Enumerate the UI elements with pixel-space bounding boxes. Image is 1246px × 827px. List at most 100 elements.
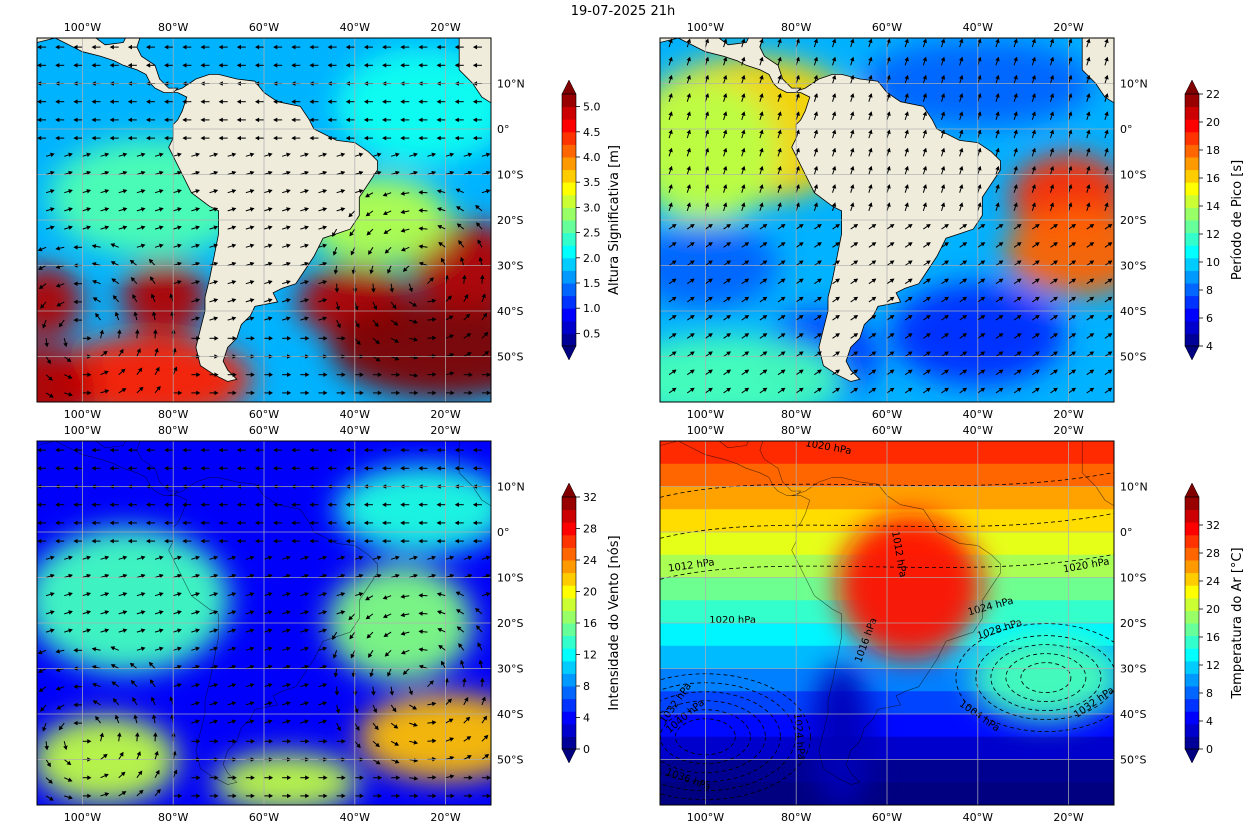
- colorbar-tick-label: 14: [1206, 200, 1220, 213]
- vector-arrowhead: [400, 228, 406, 233]
- vector-arrowhead: [375, 357, 381, 362]
- vector-arrowhead: [254, 502, 260, 507]
- vector-arrowhead: [483, 331, 489, 337]
- vector-arrowhead: [159, 573, 164, 579]
- vector-arrowhead: [182, 502, 187, 507]
- vector-arrowhead: [172, 347, 177, 353]
- vector-arrowhead: [704, 111, 710, 116]
- vector-arrowhead: [813, 38, 819, 44]
- vector-arrowhead: [904, 165, 909, 171]
- vector-arrowhead: [236, 520, 241, 526]
- colorbar-tick-label: 5.0: [583, 101, 601, 114]
- vector-arrowhead: [484, 351, 490, 356]
- vector-arrowhead: [922, 38, 927, 44]
- vector-arrowhead: [322, 207, 328, 212]
- vector-arrowhead: [327, 502, 332, 507]
- vector-arrowhead: [122, 207, 128, 212]
- lat-tick-label: 10°S: [1120, 169, 1146, 182]
- colorbar-extend-min: [1184, 345, 1200, 361]
- vector-arrowhead: [759, 165, 764, 171]
- vector-arrowhead: [413, 573, 418, 579]
- vector-arrowhead: [889, 351, 895, 356]
- colorbar-label: Período de Pico [s]: [1230, 160, 1245, 280]
- vector-arrowhead: [1067, 56, 1073, 62]
- vector-arrowhead: [236, 502, 241, 507]
- vector-arrowhead: [365, 614, 371, 620]
- vector-arrowhead: [780, 260, 786, 265]
- vector-arrowhead: [268, 775, 274, 780]
- vector-arrowhead: [67, 777, 73, 782]
- vector-arrowhead: [268, 793, 274, 799]
- vector-arrowhead: [322, 573, 328, 579]
- vector-arrowhead: [335, 709, 341, 714]
- vector-arrowhead: [236, 447, 241, 453]
- vector-arrowhead: [432, 738, 437, 744]
- vector-arrowhead: [164, 538, 169, 544]
- vector-arrowhead: [413, 722, 418, 727]
- vector-arrowhead: [454, 44, 459, 50]
- vector-arrowhead: [37, 44, 42, 50]
- vector-arrowhead: [354, 305, 359, 311]
- vector-arrowhead: [998, 314, 1004, 320]
- lat-tick-label: 0°: [497, 526, 510, 539]
- vector-arrowhead: [940, 129, 946, 135]
- vector-arrowhead: [998, 333, 1004, 338]
- vector-arrowhead: [817, 260, 822, 265]
- vector-arrowhead: [322, 280, 328, 285]
- vector-arrowhead: [91, 44, 96, 50]
- vector-arrowhead: [456, 206, 461, 211]
- colorbar-segment: [562, 686, 576, 700]
- vector-arrowhead: [254, 135, 260, 141]
- vector-arrowhead: [73, 99, 78, 104]
- vector-arrowhead: [377, 372, 383, 377]
- colorbar-segment: [1185, 509, 1199, 523]
- lat-tick-label: 30°S: [1120, 260, 1146, 273]
- vector-arrowhead: [345, 117, 350, 123]
- vector-arrowhead: [998, 351, 1004, 356]
- vector-arrowhead: [835, 242, 840, 247]
- vector-arrowhead: [291, 447, 296, 453]
- colorbar-frame: [1184, 93, 1200, 347]
- vector-arrowhead: [467, 170, 473, 176]
- vector-arrowhead: [418, 647, 423, 652]
- lon-tick-label-top: 40°W: [340, 424, 370, 437]
- vector-arrowhead: [127, 520, 133, 526]
- vector-arrowhead: [322, 719, 328, 724]
- vector-arrowhead: [394, 759, 400, 764]
- vector-arrowhead: [363, 135, 369, 141]
- vector-arrowhead: [817, 242, 822, 247]
- colorbar-tick-label: 28: [1206, 547, 1220, 560]
- vector-arrowhead: [431, 170, 437, 176]
- vector-arrowhead: [431, 573, 437, 579]
- vector-arrowhead: [153, 329, 158, 334]
- vector-arrowhead: [394, 338, 400, 343]
- vector-arrowhead: [267, 646, 273, 652]
- vector-arrowhead: [998, 223, 1004, 229]
- vector-arrowhead: [382, 466, 387, 471]
- vector-arrowhead: [436, 520, 441, 526]
- vector-arrowhead: [886, 147, 891, 153]
- vector-arrowhead: [145, 99, 151, 104]
- vector-arrowhead: [940, 202, 946, 207]
- vector-arrowhead: [413, 373, 419, 378]
- vector-arrowhead: [375, 339, 380, 345]
- colorbar-segment: [1185, 157, 1199, 171]
- colorbar-segment: [1185, 698, 1199, 712]
- vector-arrowhead: [182, 117, 187, 123]
- colorbar-segment: [562, 648, 576, 662]
- vector-arrowhead: [382, 538, 387, 544]
- vector-arrowhead: [1107, 333, 1113, 338]
- colorbar-tick-label: 8: [1206, 284, 1213, 297]
- vector-arrowhead: [159, 628, 164, 633]
- lon-tick-label-bottom: 20°W: [430, 811, 460, 824]
- vector-arrowhead: [267, 701, 273, 706]
- coastline: [37, 441, 179, 496]
- vector-arrowhead: [177, 664, 182, 670]
- vector-arrowhead: [853, 369, 859, 374]
- vector-arrowhead: [995, 93, 1000, 98]
- land-polygon: [660, 38, 802, 93]
- colorbar-segment: [1185, 94, 1199, 108]
- vector-arrowhead: [195, 719, 200, 724]
- vector-arrowhead: [671, 278, 677, 283]
- vector-arrowhead: [48, 779, 53, 784]
